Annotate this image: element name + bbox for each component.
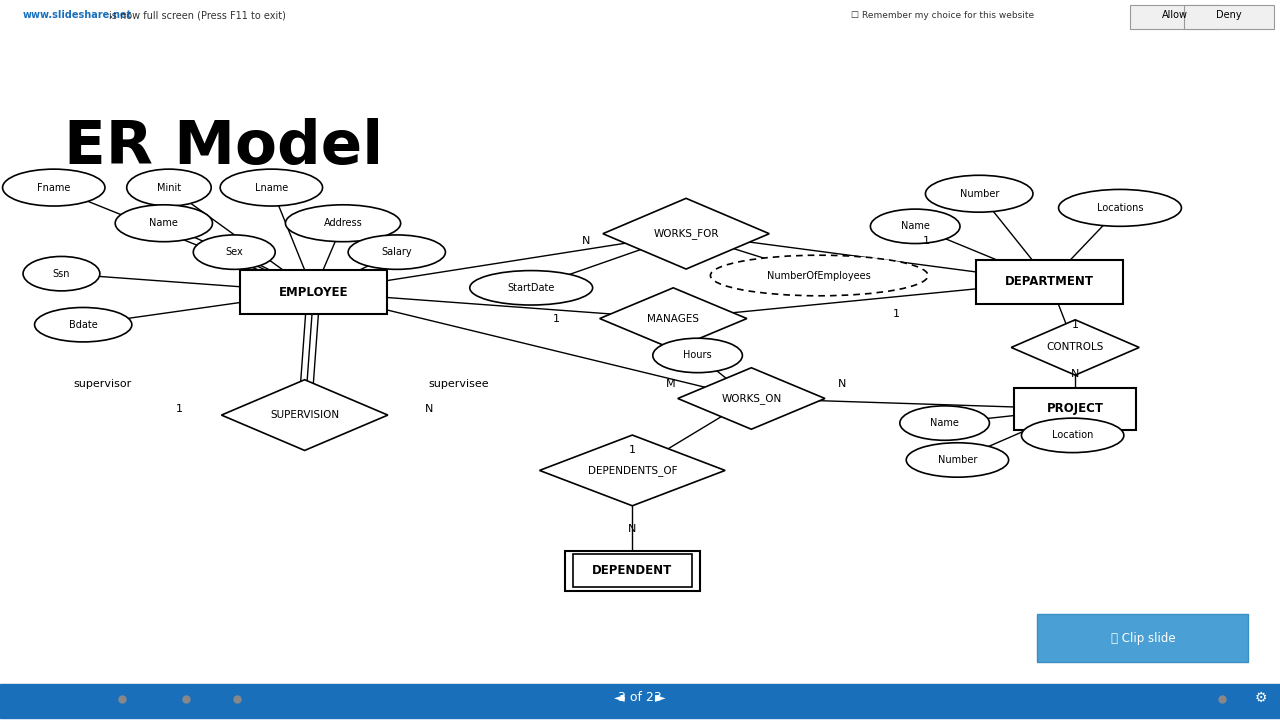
Text: NumberOfEmployees: NumberOfEmployees	[767, 271, 872, 281]
Ellipse shape	[470, 271, 593, 305]
Ellipse shape	[710, 255, 928, 296]
Text: Hours: Hours	[684, 351, 712, 361]
Ellipse shape	[870, 209, 960, 243]
Text: 3 of 23: 3 of 23	[618, 691, 662, 704]
Text: DEPENDENT: DEPENDENT	[593, 564, 672, 577]
Text: Sex: Sex	[225, 247, 243, 257]
Ellipse shape	[115, 204, 212, 242]
Text: N: N	[628, 524, 636, 534]
Ellipse shape	[35, 307, 132, 342]
Text: supervisee: supervisee	[428, 379, 489, 390]
Text: Address: Address	[324, 218, 362, 228]
Text: supervisor: supervisor	[73, 379, 132, 390]
Ellipse shape	[3, 169, 105, 206]
Text: 1: 1	[628, 445, 636, 455]
Ellipse shape	[193, 235, 275, 269]
Text: N: N	[582, 236, 590, 246]
Text: DEPARTMENT: DEPARTMENT	[1005, 275, 1094, 288]
Polygon shape	[221, 379, 388, 451]
Text: M: M	[666, 379, 676, 390]
Polygon shape	[1011, 320, 1139, 375]
FancyBboxPatch shape	[1037, 614, 1248, 662]
Polygon shape	[600, 288, 748, 349]
Text: 1: 1	[553, 313, 561, 323]
Text: Deny: Deny	[1216, 10, 1242, 20]
Text: Name: Name	[150, 218, 178, 228]
Text: ER Model: ER Model	[64, 118, 384, 177]
Text: 1: 1	[892, 309, 900, 319]
Text: Minit: Minit	[157, 183, 180, 192]
Text: www.slideshare.net: www.slideshare.net	[23, 10, 132, 20]
Text: Ssn: Ssn	[52, 269, 70, 279]
Text: Number: Number	[938, 455, 977, 465]
Text: 🗂 Clip slide: 🗂 Clip slide	[1111, 631, 1175, 645]
Text: PROJECT: PROJECT	[1047, 402, 1103, 415]
Text: CONTROLS: CONTROLS	[1047, 343, 1103, 353]
Polygon shape	[678, 368, 824, 429]
Text: is now full screen (Press F11 to exit): is now full screen (Press F11 to exit)	[109, 10, 285, 20]
Ellipse shape	[653, 338, 742, 373]
Text: Location: Location	[1052, 431, 1093, 441]
FancyBboxPatch shape	[241, 270, 387, 314]
Text: N: N	[838, 379, 846, 390]
Text: N: N	[425, 404, 433, 414]
Ellipse shape	[127, 169, 211, 206]
Text: EMPLOYEE: EMPLOYEE	[279, 286, 348, 299]
Text: ◄: ◄	[614, 690, 625, 705]
FancyBboxPatch shape	[1130, 5, 1220, 29]
Text: 1: 1	[923, 236, 931, 246]
Ellipse shape	[925, 175, 1033, 212]
Text: DEPENDENTS_OF: DEPENDENTS_OF	[588, 465, 677, 476]
Ellipse shape	[285, 204, 401, 242]
FancyBboxPatch shape	[573, 554, 691, 587]
Text: ☐ Remember my choice for this website: ☐ Remember my choice for this website	[851, 11, 1034, 19]
FancyBboxPatch shape	[566, 551, 699, 590]
Ellipse shape	[900, 406, 989, 441]
Text: 1: 1	[175, 404, 183, 414]
Ellipse shape	[906, 443, 1009, 477]
Polygon shape	[603, 198, 769, 269]
Text: 1: 1	[1071, 320, 1079, 330]
FancyBboxPatch shape	[977, 259, 1124, 304]
Text: Locations: Locations	[1097, 203, 1143, 213]
FancyBboxPatch shape	[1014, 388, 1137, 430]
Ellipse shape	[220, 169, 323, 206]
Text: ►: ►	[655, 690, 666, 705]
Text: Fname: Fname	[37, 183, 70, 192]
Text: WORKS_ON: WORKS_ON	[721, 393, 782, 404]
Text: ER model to Relational model mapping: ER model to Relational model mapping	[10, 44, 255, 58]
Ellipse shape	[348, 235, 445, 269]
Text: Lname: Lname	[255, 183, 288, 192]
Text: N: N	[1071, 369, 1079, 379]
Text: StartDate: StartDate	[507, 283, 556, 293]
Text: Salary: Salary	[381, 247, 412, 257]
FancyBboxPatch shape	[1184, 5, 1274, 29]
Text: WORKS_FOR: WORKS_FOR	[653, 228, 719, 239]
Text: Bdate: Bdate	[69, 320, 97, 330]
Ellipse shape	[1021, 418, 1124, 453]
Text: Name: Name	[901, 221, 929, 231]
Text: MANAGES: MANAGES	[648, 313, 699, 323]
Polygon shape	[540, 435, 724, 505]
Ellipse shape	[23, 256, 100, 291]
Text: Name: Name	[931, 418, 959, 428]
Text: ⚙: ⚙	[1254, 690, 1267, 705]
Text: Allow: Allow	[1162, 10, 1188, 20]
Text: Number: Number	[960, 189, 998, 199]
Ellipse shape	[1059, 189, 1181, 226]
Text: SUPERVISION: SUPERVISION	[270, 410, 339, 420]
